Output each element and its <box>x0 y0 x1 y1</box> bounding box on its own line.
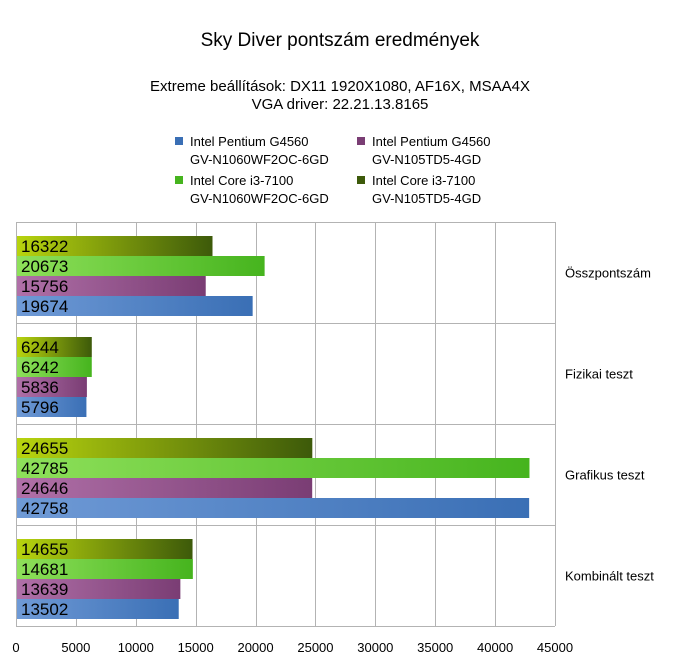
bar-series-4-2 <box>17 337 92 357</box>
bar-series-1-4 <box>17 599 179 619</box>
data-label-series-3-2: 6242 <box>21 358 59 377</box>
data-label-series-1-3: 42758 <box>21 499 68 518</box>
data-label-series-1-4: 13502 <box>21 600 68 619</box>
legend-swatch-series-2 <box>357 137 365 145</box>
category-label-3: Grafikus teszt <box>565 468 645 483</box>
data-label-series-2-1: 15756 <box>21 277 68 296</box>
data-label-series-3-1: 20673 <box>21 257 68 276</box>
chart-title: Sky Diver pontszám eredmények <box>200 30 480 51</box>
data-label-series-3-3: 42785 <box>21 459 68 478</box>
chart-subtitle: Extreme beállítások: DX11 1920X1080, AF1… <box>0 78 680 114</box>
legend-swatch-series-1 <box>175 137 183 145</box>
x-tick-label-4: 20000 <box>237 640 273 655</box>
legend-label-series-4-line-1: Intel Core i3-7100 <box>372 173 476 188</box>
x-tick-label-6: 30000 <box>357 640 393 655</box>
bar-series-3-4 <box>17 559 193 579</box>
legend-label-series-1-line-1: Intel Pentium G4560 <box>190 134 309 149</box>
bar-series-3-2 <box>17 357 92 377</box>
data-label-series-2-2: 5836 <box>21 378 59 397</box>
legend-label-series-2-line-1: Intel Pentium G4560 <box>372 134 491 149</box>
data-label-series-2-4: 13639 <box>21 580 68 599</box>
category-label-2: Fizikai teszt <box>565 367 633 382</box>
bar-series-2-3 <box>17 478 313 498</box>
legend-label-series-2-line-2: GV-N105TD5-4GD <box>372 152 482 167</box>
bar-series-1-1 <box>17 296 253 316</box>
bar-series-4-3 <box>17 438 313 458</box>
x-tick-label-3: 15000 <box>178 640 214 655</box>
legend-label-series-1-line-2: GV-N1060WF2OC-6GD <box>190 152 329 167</box>
data-label-series-3-4: 14681 <box>21 560 68 579</box>
legend-label-series-3-line-2: GV-N1060WF2OC-6GD <box>190 191 329 206</box>
bar-series-3-1 <box>17 256 265 276</box>
legend-swatch-series-4 <box>357 176 365 184</box>
data-label-series-1-2: 5796 <box>21 398 59 417</box>
data-label-series-4-4: 14655 <box>21 540 68 559</box>
x-tick-label-8: 40000 <box>477 640 513 655</box>
bar-series-2-4 <box>17 579 181 599</box>
bar-series-4-4 <box>17 539 193 559</box>
bar-series-4-1 <box>17 236 213 256</box>
bar-series-1-2 <box>17 397 87 417</box>
x-tick-label-5: 25000 <box>297 640 333 655</box>
bar-series-1-3 <box>17 498 530 518</box>
x-tick-label-9: 45000 <box>537 640 573 655</box>
data-label-series-4-1: 16322 <box>21 237 68 256</box>
legend-swatch-series-3 <box>175 176 183 184</box>
x-tick-label-2: 10000 <box>118 640 154 655</box>
subtitle-line-driver: VGA driver: 22.21.13.8165 <box>251 96 429 113</box>
data-label-series-4-2: 6244 <box>21 338 59 357</box>
legend-label-series-4-line-2: GV-N105TD5-4GD <box>372 191 482 206</box>
category-label-1: Összpontszám <box>565 266 651 281</box>
legend-label-series-3-line-1: Intel Core i3-7100 <box>190 173 294 188</box>
data-label-series-4-3: 24655 <box>21 439 68 458</box>
subtitle-line-settings: Extreme beállítások: DX11 1920X1080, AF1… <box>150 78 530 95</box>
category-label-4: Kombinált teszt <box>565 569 654 584</box>
data-label-series-1-1: 19674 <box>21 297 68 316</box>
bar-series-2-1 <box>17 276 206 296</box>
x-tick-label-7: 35000 <box>417 640 453 655</box>
x-tick-label-1: 5000 <box>61 640 90 655</box>
bar-series-2-2 <box>17 377 87 397</box>
bar-series-3-3 <box>17 458 530 478</box>
data-label-series-2-3: 24646 <box>21 479 68 498</box>
x-tick-label-0: 0 <box>12 640 19 655</box>
chart-legend: Intel Pentium G4560 GV-N1060WF2OC-6GD In… <box>0 0 680 220</box>
